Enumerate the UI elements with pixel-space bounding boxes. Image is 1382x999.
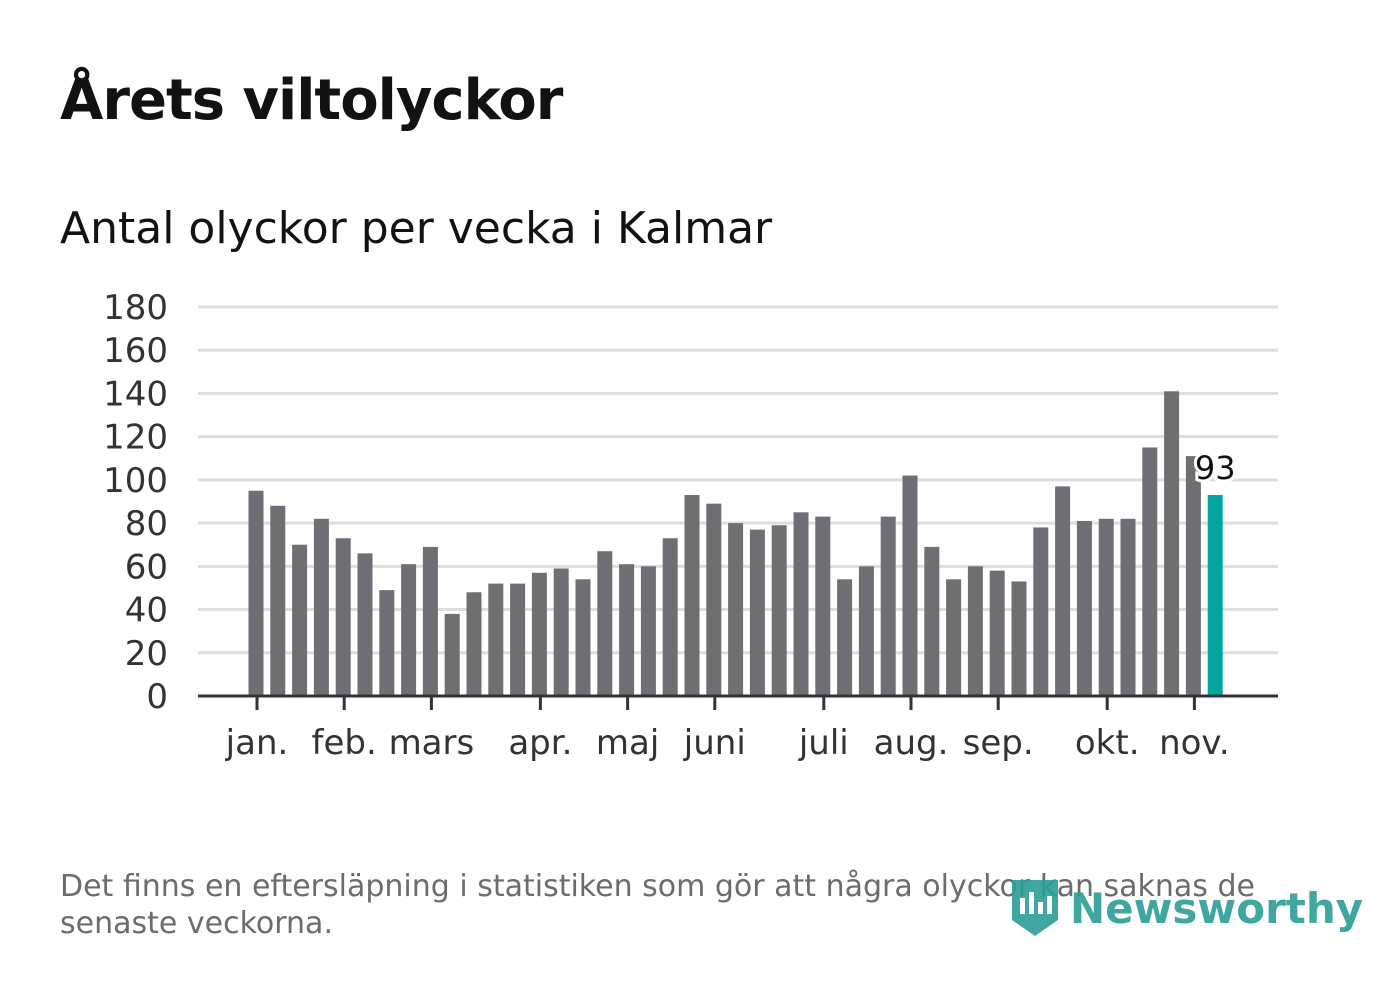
bar: [292, 544, 308, 696]
x-tick-label: mars: [389, 723, 475, 763]
bar: [270, 505, 286, 696]
bar: [313, 518, 329, 696]
bar: [379, 590, 395, 696]
bar: [1185, 456, 1201, 696]
bar: [749, 529, 765, 696]
bar: [248, 490, 264, 696]
y-tick-label: 40: [125, 591, 168, 631]
chart-title: Årets viltolyckor: [60, 68, 563, 133]
data-label: 93: [1195, 449, 1236, 487]
bar: [466, 592, 482, 696]
bar: [989, 570, 1005, 696]
x-tick-label: maj: [596, 723, 659, 763]
bar: [1098, 518, 1114, 696]
bar: [444, 613, 460, 696]
newsworthy-logo: Newsworthy: [1010, 878, 1363, 938]
x-tick-label: juli: [798, 723, 849, 763]
y-tick-label: 80: [125, 504, 168, 544]
bar: [1033, 527, 1049, 696]
bar: [619, 564, 635, 696]
bar: [902, 475, 918, 696]
x-tick-label: sep.: [963, 723, 1034, 763]
y-tick-label: 120: [103, 418, 168, 458]
logo-text: Newsworthy: [1070, 883, 1364, 933]
x-tick-label: juni: [683, 723, 746, 763]
x-tick-label: aug.: [874, 723, 949, 763]
bar: [575, 579, 591, 696]
bar: [684, 495, 700, 696]
bar: [793, 512, 809, 696]
bar: [401, 564, 417, 696]
x-tick-label: okt.: [1075, 723, 1140, 763]
bar: [946, 579, 962, 696]
bar: [967, 566, 983, 696]
bar: [815, 516, 831, 696]
bar: [488, 583, 504, 696]
bar: [728, 523, 744, 696]
y-tick-label: 60: [125, 547, 168, 587]
bar: [1164, 391, 1180, 696]
bar: [531, 572, 547, 696]
logo-icon: [1012, 880, 1058, 936]
bar: [335, 538, 351, 696]
bar: [1076, 520, 1092, 696]
x-tick-label: apr.: [508, 723, 572, 763]
y-tick-label: 140: [103, 374, 168, 414]
bar: [1142, 447, 1158, 696]
y-tick-label: 160: [103, 331, 168, 371]
x-tick-label: nov.: [1159, 723, 1230, 763]
bar: [1011, 581, 1027, 696]
y-tick-label: 0: [146, 677, 168, 717]
bar: [1055, 486, 1071, 696]
bar: [1120, 518, 1136, 696]
y-tick-label: 180: [103, 288, 168, 328]
bar: [640, 566, 656, 696]
bar: [837, 579, 853, 696]
x-tick-label: jan.: [225, 723, 289, 763]
y-tick-label: 100: [103, 461, 168, 501]
bar: [553, 568, 569, 696]
bar: [880, 516, 896, 696]
bar: [924, 546, 940, 696]
y-tick-label: 20: [125, 634, 168, 674]
bar: [597, 551, 613, 696]
chart-subtitle: Antal olyckor per vecka i Kalmar: [60, 203, 773, 254]
bar: [1207, 495, 1223, 696]
bar: [662, 538, 678, 696]
bar: [858, 566, 874, 696]
bar: [771, 525, 787, 696]
bar: [706, 503, 722, 696]
bar: [357, 553, 373, 696]
bar: [510, 583, 526, 696]
bar: [422, 546, 438, 696]
x-tick-label: feb.: [312, 723, 377, 763]
